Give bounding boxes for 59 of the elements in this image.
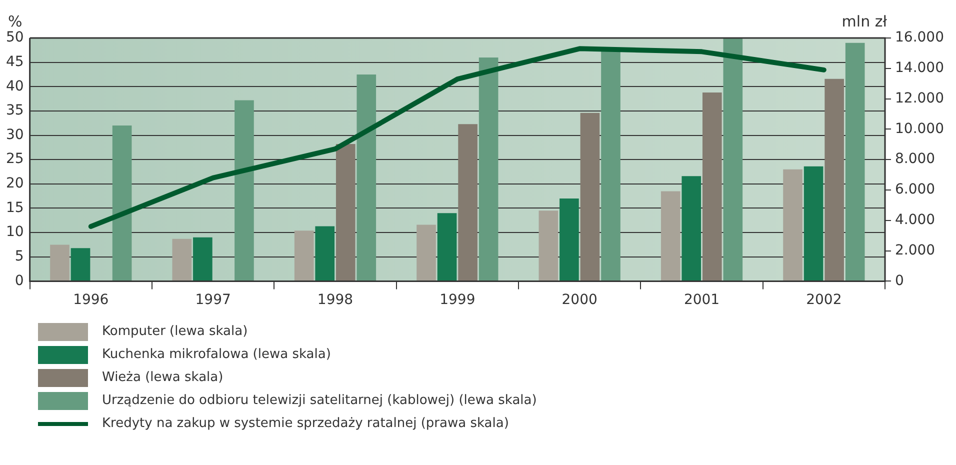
- x-tick-label: 2002: [806, 292, 842, 308]
- y-tick-label: 0: [14, 272, 24, 289]
- y2-tick-label: 16.000: [895, 30, 944, 46]
- bar: [70, 248, 90, 281]
- bar: [783, 169, 802, 281]
- bar: [112, 126, 132, 281]
- bar: [172, 238, 192, 281]
- y-axis-title: %: [8, 12, 22, 30]
- bar: [437, 213, 457, 281]
- x-tick-label: 1998: [317, 292, 354, 308]
- y2-tick-label: 6.000: [895, 182, 936, 198]
- bar: [234, 100, 254, 281]
- y2-tick-label: 14.000: [895, 60, 944, 76]
- y2-tick-label: 8.000: [895, 151, 936, 168]
- bar: [723, 38, 743, 281]
- bar: [580, 112, 600, 281]
- y2-axis-title: mln zł: [842, 12, 888, 30]
- y-tick-label: 40: [6, 78, 24, 94]
- y2-tick-label: 2.000: [895, 242, 936, 258]
- bar: [538, 210, 558, 281]
- y2-tick-label: 10.000: [895, 120, 944, 137]
- bar: [845, 42, 865, 281]
- bar: [560, 198, 579, 281]
- bar: [193, 237, 212, 281]
- x-tick-label: 1997: [195, 292, 231, 308]
- x-tick-label: 1999: [440, 292, 476, 308]
- legend-label: Wieża (lewa skala): [102, 370, 224, 385]
- x-tick-label: 1996: [73, 292, 109, 308]
- bar: [824, 78, 844, 281]
- bar: [458, 124, 478, 281]
- y2-tick-label: 4.000: [895, 212, 936, 228]
- bar: [50, 244, 70, 281]
- bar: [336, 144, 356, 281]
- bar: [804, 166, 824, 281]
- y-tick-label: 20: [6, 176, 24, 192]
- y-tick-label: 10: [6, 224, 24, 240]
- legend-label: Komputer (lewa skala): [102, 324, 248, 339]
- y-tick-label: 45: [6, 54, 24, 70]
- y-tick-label: 5: [14, 248, 24, 265]
- legend-label: Urządzenie do odbioru telewizji satelitarnej (kablowej) (lewa skala): [102, 393, 537, 408]
- legend-label: Kuchenka mikrofalowa (lewa skala): [102, 347, 331, 362]
- y-tick-label: 25: [6, 151, 24, 168]
- y-tick-label: 15: [6, 200, 24, 216]
- y-tick-label: 50: [6, 30, 24, 46]
- bar: [294, 230, 314, 281]
- y-tick-label: 30: [6, 126, 24, 143]
- y-tick-label: 35: [6, 102, 24, 119]
- legend-label: Kredyty na zakup w systemie sprzedaży ratalnej (prawa skala): [102, 416, 509, 431]
- bar: [702, 92, 722, 281]
- bar: [682, 176, 702, 281]
- x-tick-label: 2001: [684, 292, 720, 308]
- bar: [356, 74, 376, 281]
- bar: [416, 224, 436, 281]
- x-tick-label: 2000: [562, 292, 598, 308]
- y2-tick-label: 12.000: [895, 90, 944, 106]
- bar: [315, 226, 335, 281]
- y2-tick-label: 0: [895, 272, 904, 289]
- bar: [660, 191, 680, 281]
- bar: [478, 57, 498, 281]
